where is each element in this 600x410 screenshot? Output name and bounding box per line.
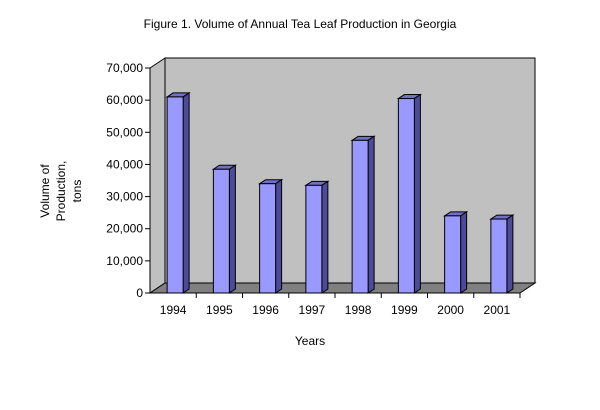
bar-side-1997 xyxy=(321,180,329,294)
x-tick-label: 1995 xyxy=(206,303,233,317)
bar-side-1998 xyxy=(367,135,375,294)
y-tick-label: 30,000 xyxy=(106,190,143,204)
bar-side-1996 xyxy=(275,178,283,294)
chart-title: Figure 1. Volume of Annual Tea Leaf Prod… xyxy=(144,17,457,31)
y-tick-label: 60,000 xyxy=(106,93,143,107)
y-tick-label: 20,000 xyxy=(106,222,143,236)
bar-2000 xyxy=(444,215,462,294)
x-tick-label: 2000 xyxy=(437,303,464,317)
y-tick-label: 40,000 xyxy=(106,157,143,171)
side-wall xyxy=(149,57,166,294)
y-tick-label: 10,000 xyxy=(106,254,143,268)
x-tick-label: 1998 xyxy=(345,303,372,317)
x-tick-label: 2001 xyxy=(484,303,511,317)
y-axis-label-line-2: Production, xyxy=(54,161,68,222)
x-tick-label: 1997 xyxy=(299,303,326,317)
bar-1997 xyxy=(305,184,323,294)
y-tick-label: 0 xyxy=(136,286,143,300)
y-tick-label: 70,000 xyxy=(106,61,143,75)
y-tick-label: 50,000 xyxy=(106,125,143,139)
bar-1999 xyxy=(397,98,415,294)
x-tick-label: 1994 xyxy=(160,303,187,317)
y-axis-label-line-3: tons xyxy=(70,180,84,203)
x-tick-label: 1999 xyxy=(391,303,418,317)
bar-side-1994 xyxy=(182,91,190,294)
floor xyxy=(148,282,537,294)
bar-1995 xyxy=(212,168,230,294)
bar-side-2001 xyxy=(506,214,514,294)
bar-side-1999 xyxy=(413,93,421,294)
bar-2001 xyxy=(490,218,508,294)
bar-side-2000 xyxy=(460,210,468,294)
bar-side-1995 xyxy=(228,164,236,294)
x-axis-label: Years xyxy=(295,334,325,348)
bar-1996 xyxy=(259,183,277,294)
x-tick-label: 1996 xyxy=(252,303,279,317)
bar-1994 xyxy=(166,96,184,294)
bar-1998 xyxy=(351,139,369,294)
y-axis-label-line-1: Volume of xyxy=(38,164,52,218)
plot-area: 0 10,000 20,000 30,000 40,000 50,000 60,000 70,… xyxy=(106,57,537,317)
